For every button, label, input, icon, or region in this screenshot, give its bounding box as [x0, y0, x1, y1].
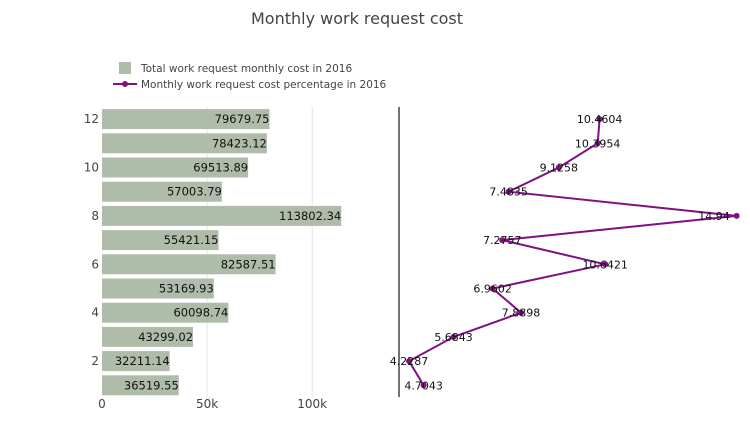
- bar-value-label: 53169.93: [159, 282, 214, 296]
- bar-value-label: 79679.75: [215, 112, 270, 126]
- percentage-point: [602, 261, 609, 268]
- percentage-value-label: 5.6843: [434, 331, 473, 344]
- y-tick-label: 8: [91, 209, 99, 223]
- percentage-point: [420, 382, 427, 389]
- percentage-point: [594, 140, 601, 147]
- bar: [102, 230, 219, 251]
- percentage-point: [733, 212, 740, 219]
- bar-value-label: 60098.74: [173, 306, 228, 320]
- percentage-value-label: 10.3954: [575, 137, 621, 150]
- y-tick-label: 12: [84, 112, 99, 126]
- bar: [102, 109, 270, 130]
- x-tick-label: 0: [98, 397, 106, 411]
- percentage-point: [450, 333, 457, 340]
- bar-value-label: 69513.89: [193, 161, 248, 175]
- bar: [102, 302, 229, 323]
- axes: 0 50k 100k 2 4 6 8 10 12: [84, 112, 327, 411]
- legend: Total work request monthly cost in 2016 …: [113, 62, 387, 91]
- percentage-value-label: 4.2287: [390, 355, 429, 368]
- bar: [102, 351, 170, 372]
- bar: [102, 278, 214, 299]
- percentage-value-label: 7.4835: [489, 186, 528, 199]
- y-tick-label: 2: [91, 354, 99, 368]
- bar-labels: 36519.55 32211.14 43299.02 60098.74 53169.93…: [115, 112, 341, 392]
- bar: [102, 205, 342, 226]
- percentage-point: [499, 237, 506, 244]
- percentage-point: [555, 164, 562, 171]
- legend-label-bar: Total work request monthly cost in 2016: [140, 63, 352, 75]
- bar: [102, 254, 276, 275]
- gridlines: [206, 107, 313, 398]
- bar-value-label: 78423.12: [212, 136, 267, 150]
- percentage-point: [505, 188, 512, 195]
- bar-value-label: 57003.79: [167, 185, 222, 199]
- bar-value-label: 113802.34: [279, 209, 341, 223]
- percentage-value-label: 9.1258: [540, 162, 579, 175]
- percentage-point: [518, 309, 525, 316]
- bar-value-label: 36519.55: [124, 378, 179, 392]
- percentage-value-label: 14.94: [698, 210, 730, 223]
- bar-value-label: 32211.14: [115, 354, 170, 368]
- percentage-point: [489, 285, 496, 292]
- percentage-value-label: 4.7043: [404, 379, 443, 392]
- y-tick-label: 6: [91, 257, 99, 271]
- legend-swatch-marker: [122, 81, 128, 87]
- percentage-series: 4.7043 4.2287 5.6843 7.8898 6.9602 10.6421 7.2…: [390, 113, 740, 392]
- percentage-value-label: 7.8898: [502, 307, 541, 320]
- y-tick-label: 4: [91, 306, 99, 320]
- chart-title: Monthly work request cost: [251, 9, 463, 28]
- percentage-point: [406, 358, 413, 365]
- percentage-point: [596, 116, 603, 123]
- percentage-line: [407, 119, 737, 386]
- bar: [102, 326, 194, 347]
- bar: [102, 157, 249, 178]
- bar-series: [102, 109, 342, 396]
- bar-value-label: 82587.51: [221, 257, 276, 271]
- bar-value-label: 55421.15: [164, 233, 219, 247]
- legend-label-line: Monthly work request cost percentage in …: [141, 79, 387, 91]
- percentage-value-label: 6.9602: [473, 283, 512, 296]
- legend-swatch-bar: [119, 62, 131, 74]
- percentage-value-label: 10.4604: [577, 113, 623, 126]
- x-tick-label: 50k: [196, 397, 218, 411]
- percentage-value-label: 10.6421: [582, 258, 628, 271]
- x-tick-label: 100k: [297, 397, 327, 411]
- y-tick-label: 10: [84, 161, 99, 175]
- bar: [102, 181, 222, 202]
- percentage-value-label: 7.2757: [483, 234, 522, 247]
- bar-value-label: 43299.02: [138, 330, 193, 344]
- bar: [102, 133, 267, 154]
- bar: [102, 375, 179, 396]
